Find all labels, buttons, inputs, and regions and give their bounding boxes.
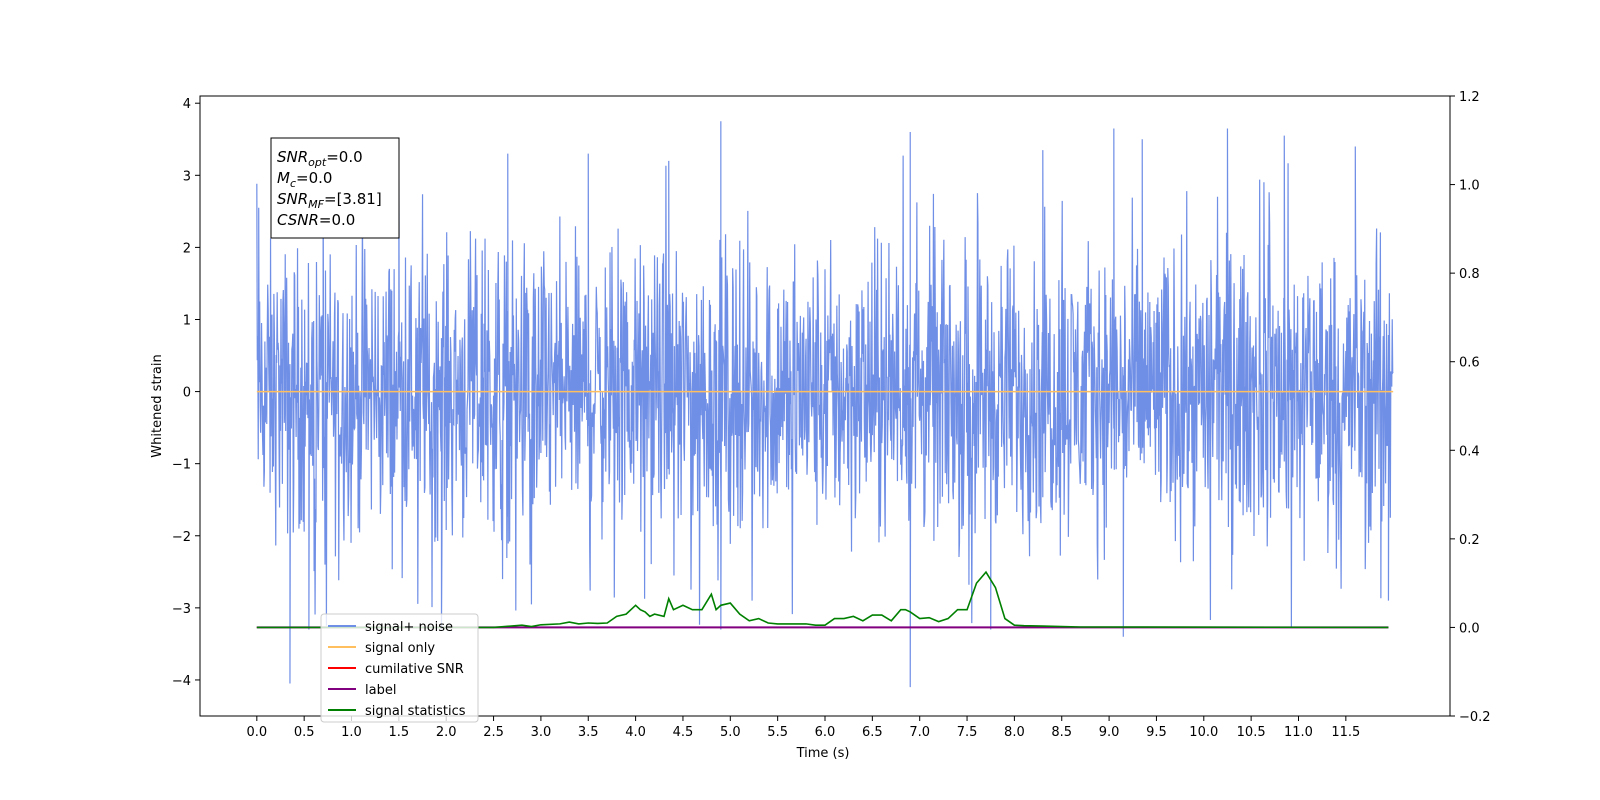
x-tick-label: 1.0: [341, 725, 362, 740]
x-tick-label: 1.5: [389, 725, 410, 740]
info-symbol: SNR: [277, 190, 308, 208]
legend: signal+ noise signal only cumilative SNR la…: [320, 613, 479, 723]
x-tick-label: 10.0: [1189, 725, 1218, 740]
info-box-line: Mc=0.0: [277, 169, 332, 190]
y-axis-left: 4 3 2 1 0 −1 −2 −3 −4: [172, 97, 200, 689]
x-tick-label: 9.5: [1146, 725, 1167, 740]
y-tick-label: 4: [183, 97, 191, 112]
info-value: =0.0: [326, 148, 362, 166]
y2-tick-label: 0.6: [1459, 356, 1480, 371]
y-tick-label: −4: [172, 674, 191, 689]
y-tick-label: 0: [183, 386, 191, 401]
y2-tick-label: 1.2: [1459, 90, 1480, 105]
legend-entry-label: cumilative SNR: [365, 662, 464, 677]
x-tick-label: 4.0: [625, 725, 646, 740]
info-symbol: SNR: [277, 148, 308, 166]
x-tick-label: 9.0: [1099, 725, 1120, 740]
y-tick-label: 3: [183, 169, 191, 184]
y2-tick-label: 0.4: [1459, 444, 1480, 459]
y-axis-right: 1.2 1.0 0.8 0.6 0.4 0.2 0.0 −0.2: [1450, 90, 1491, 725]
info-subscript: MF: [308, 198, 324, 211]
x-tick-label: 10.5: [1237, 725, 1266, 740]
y2-tick-label: −0.2: [1459, 710, 1491, 725]
y-tick-label: −3: [172, 602, 191, 617]
y2-tick-label: 0.2: [1459, 533, 1480, 548]
info-box-line: SNRMF=[3.81]: [277, 190, 382, 211]
info-box-frame: [270, 137, 400, 239]
legend-entry-label: label: [365, 683, 396, 698]
series-line-signal-noise: [256, 121, 1394, 688]
x-tick-label: 11.0: [1284, 725, 1313, 740]
x-axis: 0.0 0.5 1.0 1.5 2.0 2.5 3.0 3.5 4.0 4.5 5.0 5.5 6.0 6…: [246, 716, 1360, 740]
y-tick-label: 1: [183, 313, 191, 328]
x-tick-label: 2.5: [483, 725, 504, 740]
x-tick-label: 4.5: [673, 725, 694, 740]
legend-entry-label: signal only: [365, 641, 435, 656]
x-tick-label: 11.5: [1331, 725, 1360, 740]
x-tick-label: 3.0: [531, 725, 552, 740]
x-tick-label: 5.5: [767, 725, 788, 740]
info-box-line: CSNR=0.0: [277, 211, 355, 229]
legend-frame: [320, 613, 479, 723]
x-tick-label: 2.0: [436, 725, 457, 740]
info-subscript: c: [290, 177, 296, 190]
info-subscript: opt: [308, 156, 327, 169]
x-tick-label: 3.5: [578, 725, 599, 740]
legend-entry-label: signal+ noise: [365, 620, 453, 635]
x-tick-label: 0.0: [246, 725, 267, 740]
y2-tick-label: 0.8: [1459, 267, 1480, 282]
x-tick-label: 8.0: [1004, 725, 1025, 740]
info-value: =0.0: [319, 211, 355, 229]
x-tick-label: 6.0: [815, 725, 836, 740]
y2-tick-label: 1.0: [1459, 179, 1480, 194]
info-symbol: M: [277, 169, 290, 187]
info-value: =0.0: [296, 169, 332, 187]
info-symbol: CSNR: [277, 211, 319, 229]
y-tick-label: −1: [172, 458, 191, 473]
info-box-line: SNRopt=0.0: [277, 148, 363, 169]
x-tick-label: 8.5: [1051, 725, 1072, 740]
legend-entry-label: signal statistics: [365, 704, 466, 719]
x-tick-label: 5.0: [720, 725, 741, 740]
x-tick-label: 7.5: [957, 725, 978, 740]
y-axis-label: Whitened strain: [150, 354, 165, 457]
x-tick-label: 7.0: [909, 725, 930, 740]
y-tick-label: −2: [172, 530, 191, 545]
x-tick-label: 6.5: [862, 725, 883, 740]
x-axis-label: Time (s): [796, 746, 850, 761]
x-tick-label: 0.5: [294, 725, 315, 740]
y2-tick-label: 0.0: [1459, 621, 1480, 636]
info-value: =[3.81]: [324, 190, 382, 208]
series-line-signal-statistics: [256, 570, 1389, 629]
y-tick-label: 2: [183, 241, 191, 256]
